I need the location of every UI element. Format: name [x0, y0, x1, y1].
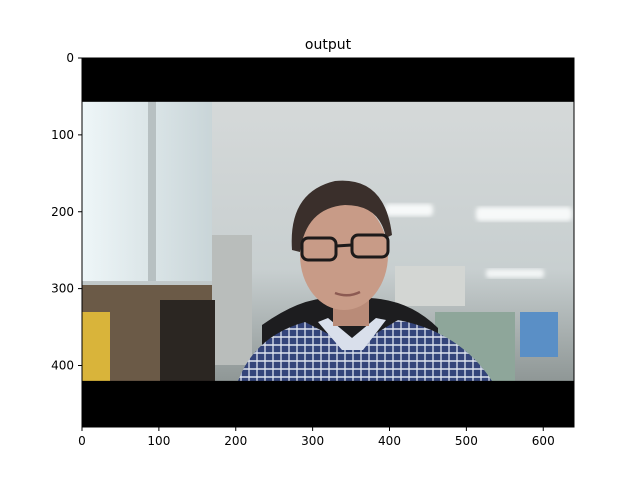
y-tick-label: 0: [66, 51, 74, 65]
hair: [291, 180, 392, 252]
x-tick-label: 500: [455, 434, 478, 448]
shirt: [238, 320, 492, 381]
y-tick-label: 200: [51, 205, 74, 219]
window-area: [82, 101, 212, 281]
x-axis: 0 100 200 300 400 500 600: [78, 427, 555, 448]
letterbox-bands: [82, 58, 574, 427]
y-axis: 0 100 200 300 400: [51, 51, 82, 373]
ceiling-light: [476, 207, 572, 221]
axes-frame: [81, 57, 575, 428]
face: [300, 200, 388, 310]
ceiling-light: [486, 269, 544, 278]
window-frame: [148, 101, 156, 281]
pillar: [212, 235, 252, 365]
x-tick-label: 600: [532, 434, 555, 448]
mouth: [334, 290, 361, 297]
glasses: [300, 233, 390, 262]
image-content: [82, 58, 574, 427]
letterbox-band: [82, 58, 574, 102]
letterbox-band: [82, 380, 574, 427]
y-tick-label: 300: [51, 282, 74, 296]
ceiling-light: [385, 204, 433, 216]
shelf-dark: [160, 300, 215, 381]
x-tick-label: 200: [224, 434, 247, 448]
partition: [395, 266, 465, 306]
x-tick-label: 300: [301, 434, 324, 448]
x-tick-label: 100: [147, 434, 170, 448]
x-tick-label: 0: [78, 434, 86, 448]
chart-title: output: [305, 37, 352, 53]
blue-box: [520, 312, 558, 357]
yellow-binder: [82, 312, 110, 381]
y-tick-label: 100: [51, 128, 74, 142]
x-tick-label: 400: [378, 434, 401, 448]
y-tick-label: 400: [51, 359, 74, 373]
